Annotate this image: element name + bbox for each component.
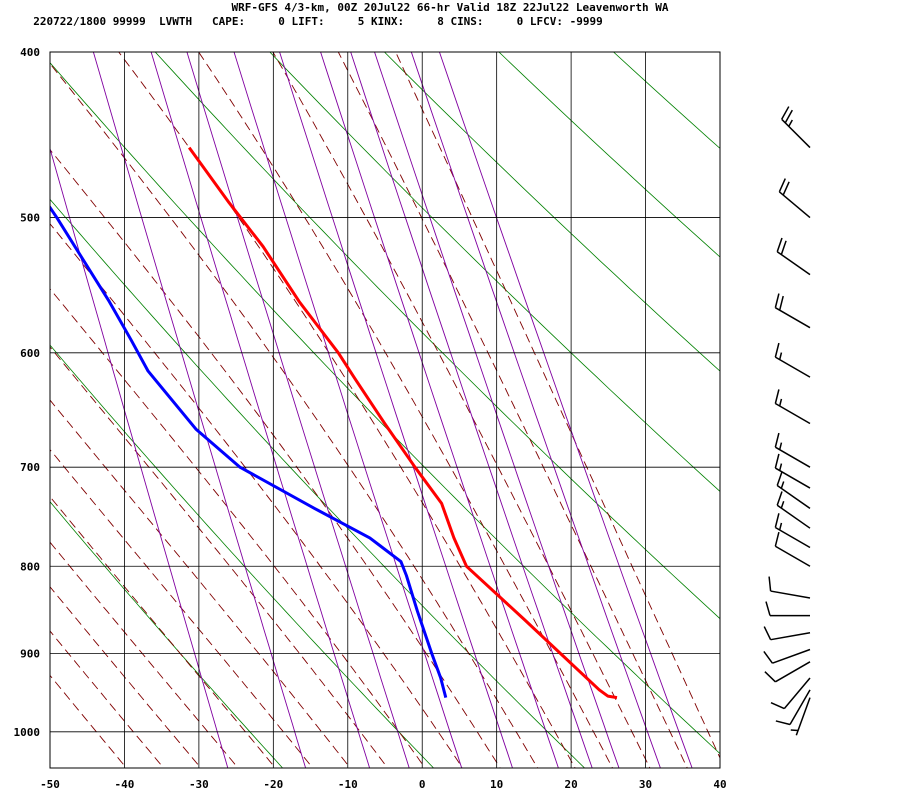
wind-barb-column <box>763 106 811 736</box>
moist-adiabat <box>395 52 720 759</box>
moist-adiabat <box>50 62 539 768</box>
moist-adiabat <box>50 630 165 768</box>
wind-barb <box>774 342 811 378</box>
wind-barb <box>770 677 811 710</box>
mixing-ratio-line <box>50 146 229 768</box>
y-tick-label: 600 <box>20 347 40 360</box>
grid <box>49 51 721 768</box>
chart-title: WRF-GFS 4/3-km, 00Z 20Jul22 66-hr Valid … <box>231 1 669 14</box>
dry-adiabat <box>498 52 720 258</box>
x-tick-label: -30 <box>189 778 209 791</box>
x-tick-label: 20 <box>564 778 577 791</box>
wind-barb <box>764 661 811 683</box>
x-axis: -50 -40 -30 -20 -10 0 10 20 30 40 <box>40 778 727 791</box>
sounding-trace <box>50 204 448 698</box>
x-tick-label: -20 <box>263 778 283 791</box>
moist-adiabat <box>50 448 314 768</box>
moist-adiabat <box>50 586 202 768</box>
mixing-ratio-line <box>350 52 593 768</box>
mixing-ratio-line <box>410 52 661 768</box>
mixing-ratio-line <box>92 52 307 768</box>
wind-barb <box>774 513 811 549</box>
dry-adiabat <box>269 52 720 493</box>
wind-barb <box>774 389 811 425</box>
dry-adiabat <box>50 198 586 768</box>
x-tick-label: -10 <box>338 778 358 791</box>
mixing-ratio-line <box>279 52 513 768</box>
wind-barb <box>790 697 811 736</box>
wind-barb <box>776 471 811 510</box>
moist-adiabat <box>50 346 389 768</box>
chart-subtitle: 220722/1800 99999 LVWTH CAPE: 0 LIFT: 5 … <box>33 15 603 28</box>
wind-barb <box>774 293 811 329</box>
x-tick-label: -50 <box>40 778 60 791</box>
wind-barb <box>774 432 811 468</box>
x-tick-label: 0 <box>419 778 426 791</box>
sounding-traces <box>50 146 618 700</box>
mixing-ratio-line <box>374 52 620 768</box>
moist-adiabat <box>272 52 651 768</box>
wind-barb <box>763 648 811 664</box>
dry-adiabat <box>383 52 720 372</box>
wind-barb <box>775 689 811 726</box>
y-axis: 400 500 600 700 800 900 1000 <box>14 46 41 739</box>
dry-adiabat <box>154 52 720 620</box>
wind-barb <box>774 453 811 489</box>
wind-barb <box>774 531 811 567</box>
mixing-ratio-line <box>233 52 463 768</box>
dry-adiabat <box>612 52 720 149</box>
x-tick-label: 40 <box>713 778 726 791</box>
wind-barb <box>778 178 811 219</box>
y-tick-label: 900 <box>20 648 40 661</box>
y-tick-label: 1000 <box>14 726 41 739</box>
moist-adiabat <box>50 674 128 768</box>
y-tick-label: 700 <box>20 461 40 474</box>
moist-adiabat <box>50 496 276 768</box>
moist-adiabat <box>50 399 351 768</box>
moist-adiabat <box>118 52 576 768</box>
moist-adiabat <box>50 148 501 768</box>
y-tick-label: 500 <box>20 212 40 225</box>
x-tick-label: 30 <box>639 778 652 791</box>
wind-barb <box>768 576 811 599</box>
wind-barb <box>781 106 811 149</box>
y-tick-label: 400 <box>20 46 40 59</box>
wind-barb <box>776 237 811 276</box>
wind-barb <box>763 626 811 641</box>
dry-adiabat <box>685 14 900 782</box>
moist-adiabat <box>198 52 614 768</box>
thermo-background <box>50 14 900 782</box>
moist-adiabat <box>50 288 426 768</box>
dry-adiabat <box>50 62 720 755</box>
y-tick-label: 800 <box>20 560 40 573</box>
mixing-ratio-line <box>186 52 410 768</box>
dry-adiabat <box>50 344 435 768</box>
mixing-ratio-line <box>438 52 693 768</box>
mixing-ratio-line <box>320 52 559 768</box>
moist-adiabat <box>50 223 464 768</box>
sounding-trace <box>187 146 618 700</box>
plot-frame <box>49 51 721 769</box>
dry-adiabat <box>798 14 900 782</box>
moist-adiabat <box>337 52 688 768</box>
x-tick-label: -40 <box>115 778 135 791</box>
dry-adiabat <box>50 501 284 768</box>
wind-barb <box>765 601 810 617</box>
moist-adiabat <box>50 541 239 768</box>
x-tick-label: 10 <box>490 778 503 791</box>
wind-barb <box>776 491 811 529</box>
